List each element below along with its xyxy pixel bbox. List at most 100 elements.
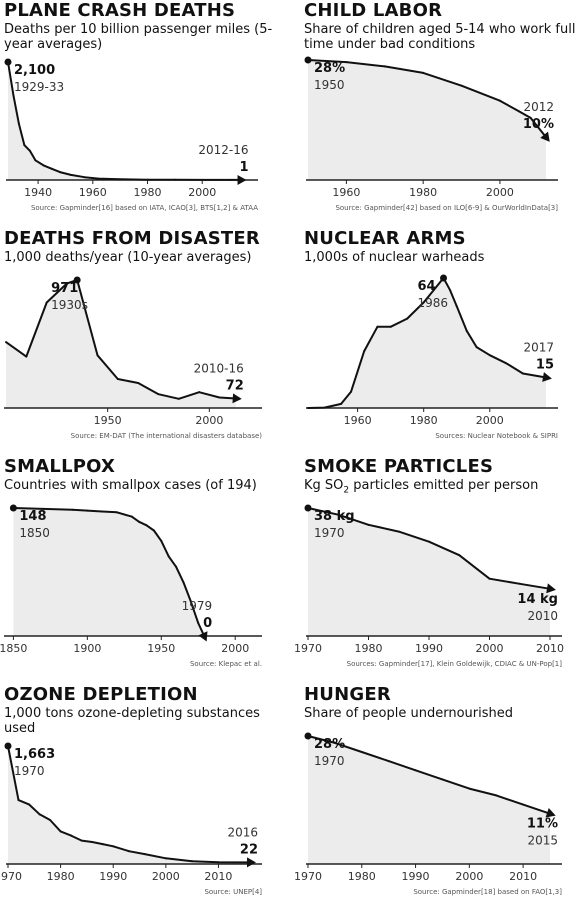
start-note-label: 1930s [51,298,88,312]
data-point [323,406,326,409]
data-point [505,362,508,365]
start-value-label: 148 [19,509,46,524]
x-tick-label: 1990 [99,870,127,883]
data-point [376,325,379,328]
x-tick-label: 1960 [332,186,360,199]
start-marker [4,742,12,750]
smallpox-panel: SMALLPOX Countries with smallpox cases (o… [0,456,282,676]
smallpox-chart: 1850 1900 1950 2000 148 1850 1979 0 Source: Klep… [0,504,262,668]
data-point [177,397,180,400]
chart-title: CHILD LABOR [304,0,443,21]
chart-subtitle: 1,000s of nuclear warheads [304,250,485,265]
ozone-depletion-panel: OZONE DEPLETION 1,000 tons ozone-depletin… [0,684,282,904]
end-arrow [246,857,256,868]
data-point [422,301,425,304]
series-line [7,61,241,181]
chart-subtitle: Countries with smallpox cases (of 194) [4,478,257,493]
end-value-label: 72 [226,379,244,394]
data-point [198,391,201,394]
data-point [475,346,478,349]
end-arrow [237,174,247,185]
data-point [406,317,409,320]
data-point [468,787,471,790]
start-note-label: 1929-33 [14,80,64,94]
data-point [5,341,7,344]
x-tick-label: 2000 [455,870,483,883]
area-fill [6,280,236,408]
x-tick-label: 1980 [355,642,383,655]
data-point [28,149,31,152]
data-point [42,164,45,167]
data-point [349,390,352,393]
data-point [522,803,525,806]
x-tick-label: 2000 [476,642,504,655]
data-point [518,110,521,113]
data-point [49,819,52,822]
data-point [383,65,386,68]
chart-subtitle: 1,000 tons ozone-depleting substances us… [4,706,260,736]
x-tick-label: 1980 [409,186,437,199]
data-point [119,178,122,181]
start-value-label: 1,663 [14,747,55,762]
source-note: Source: EM-DAT (The international disast… [71,432,263,440]
data-point [116,377,119,380]
data-point [397,530,400,533]
data-point [458,554,461,557]
data-point [38,813,41,816]
start-value-label: 971 [51,281,78,296]
data-point [307,407,309,409]
data-point [58,171,61,174]
chart-title: PLANE CRASH DEATHS [4,0,236,21]
plane-crash-deaths-chart: 1940 1960 1980 2000 2,100 1929-33 2012-16 1 Sour… [4,58,258,212]
chart-subtitle: Share of people undernourished [304,706,514,721]
x-tick-label: 1850 [0,642,27,655]
source-note: Source: Gapminder[16] based on IATA, ICA… [31,204,258,212]
data-point [182,581,185,584]
data-point [17,799,20,802]
source-note: Source: Gapminder[42] based on ILO[6-9] … [335,204,558,212]
data-point [333,741,336,744]
data-point [449,289,452,292]
data-point [130,515,133,518]
data-point [25,355,28,358]
area-fill [308,60,546,180]
child-labor-panel: CHILD LABOR Share of children aged 5-14 w… [300,0,580,220]
x-tick-label: 2000 [476,414,504,427]
start-value-label: 38 kg [314,509,355,524]
data-point [189,600,192,603]
data-point [498,99,501,102]
data-point [432,289,435,292]
data-point [465,329,468,332]
end-value-label: 14 kg [517,592,558,607]
area-fill [308,278,546,408]
start-marker [304,732,312,740]
data-point [218,396,221,399]
data-point [488,354,491,357]
start-value-label: 2,100 [14,63,55,78]
end-arrow [545,808,556,818]
x-tick-label: 1960 [79,186,107,199]
data-point [521,372,524,375]
chart-subtitle: Share of children aged 5-14 who work ful… [304,22,576,52]
smoke-particles-chart: 1970 1980 1990 2000 2010 38 kg 1970 2010 14 kg So… [294,504,564,668]
child-labor-chart: 1960 1980 2000 28% 1950 2012 10% Source: Gapmin… [304,56,558,212]
data-point [197,622,200,625]
start-note-label: 1850 [19,526,50,540]
nuclear-arms-panel: NUCLEAR ARMS 1,000s of nuclear warheads 19… [300,228,580,448]
start-note-label: 1950 [314,78,345,92]
data-point [137,381,140,384]
chart-title: NUCLEAR ARMS [304,228,466,249]
chart-title: SMALLPOX [4,456,116,477]
data-point [173,178,176,181]
start-note-label: 1986 [418,296,449,310]
data-point [228,178,231,181]
nuclear-arms-chart: 1960 1980 2000 64 1986 2017 15 Sources: Nuclear… [306,274,558,440]
end-value-label: 22 [240,842,258,857]
chart-subtitle: 1,000 deaths/year (10-year averages) [4,250,252,265]
ozone-depletion-chart: 1970 1980 1990 2000 2010 1,663 1970 2016 22 Sourc… [0,742,262,896]
data-point [80,839,83,842]
x-tick-label: 2000 [195,414,223,427]
end-arrow [198,631,208,642]
start-marker [73,276,81,284]
x-tick-label: 2000 [486,186,514,199]
